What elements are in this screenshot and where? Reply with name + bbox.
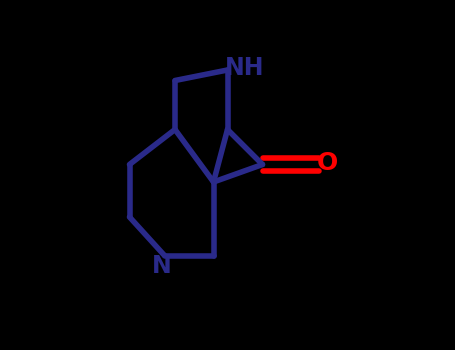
Text: NH: NH: [225, 56, 264, 80]
Text: N: N: [152, 254, 172, 278]
Text: O: O: [317, 152, 338, 175]
